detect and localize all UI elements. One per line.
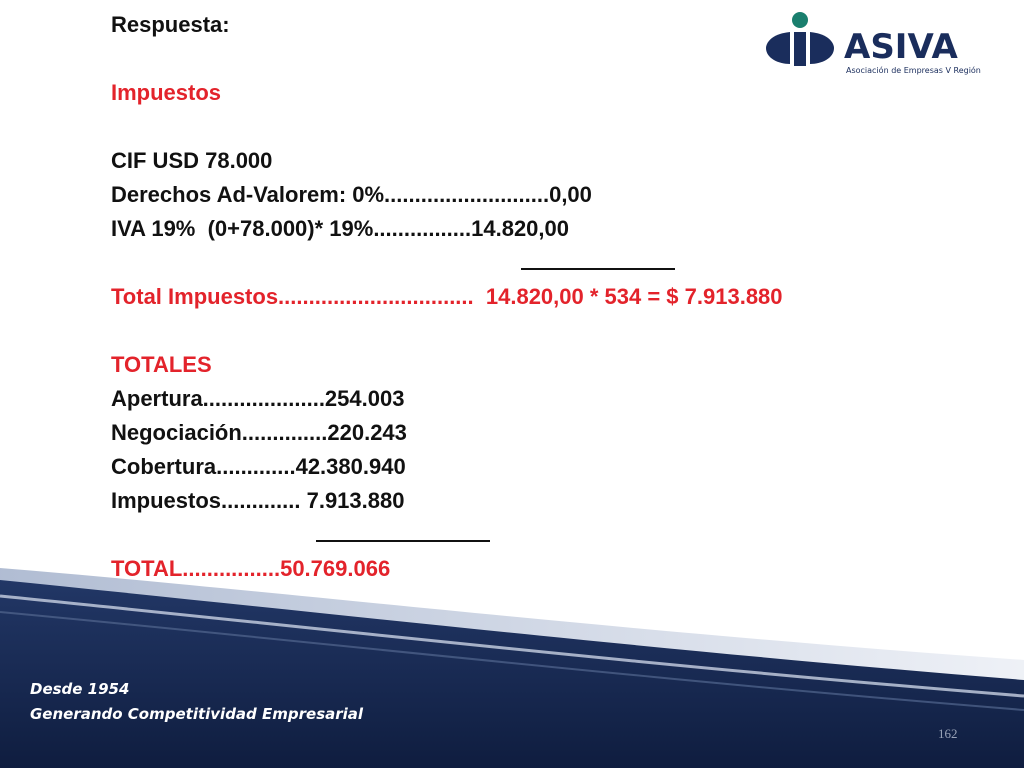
cobertura-line: Cobertura.............42.380.940 xyxy=(111,454,406,479)
logo-subtitle: Asociación de Empresas V Región xyxy=(846,65,981,75)
spacer xyxy=(111,110,931,144)
iva-line: IVA 19% (0+78.000)* 19%................1… xyxy=(111,216,569,241)
subtotal-rule xyxy=(111,246,931,280)
page-number: 162 xyxy=(938,726,958,741)
grand-total-line: TOTAL................50.769.066 xyxy=(111,556,391,581)
total-impuestos-line: Total Impuestos.........................… xyxy=(111,284,783,309)
impuestos-total-line: Impuestos............. 7.913.880 xyxy=(111,488,405,513)
answer-content: Respuesta: Impuestos CIF USD 78.000 Dere… xyxy=(111,8,931,586)
totales-heading: TOTALES xyxy=(111,352,212,377)
footer-wave-band xyxy=(0,568,1024,768)
logo-text: ASIVA xyxy=(844,27,958,67)
spacer xyxy=(111,314,931,348)
apertura-line: Apertura....................254.003 xyxy=(111,386,405,411)
cif-line: CIF USD 78.000 xyxy=(111,148,273,173)
impuestos-heading: Impuestos xyxy=(111,80,222,105)
footer-since: Desde 1954 xyxy=(30,680,130,698)
asiva-logo: ASIVA Asociación de Empresas V Región xyxy=(766,12,981,75)
derechos-line: Derechos Ad-Valorem: 0%.................… xyxy=(111,182,592,207)
footer-tagline: Generando Competitividad Empresarial xyxy=(30,705,364,723)
total-rule xyxy=(111,518,931,552)
respuesta-heading: Respuesta: xyxy=(111,12,230,37)
spacer xyxy=(111,42,931,76)
negociacion-line: Negociación..............220.243 xyxy=(111,420,407,445)
